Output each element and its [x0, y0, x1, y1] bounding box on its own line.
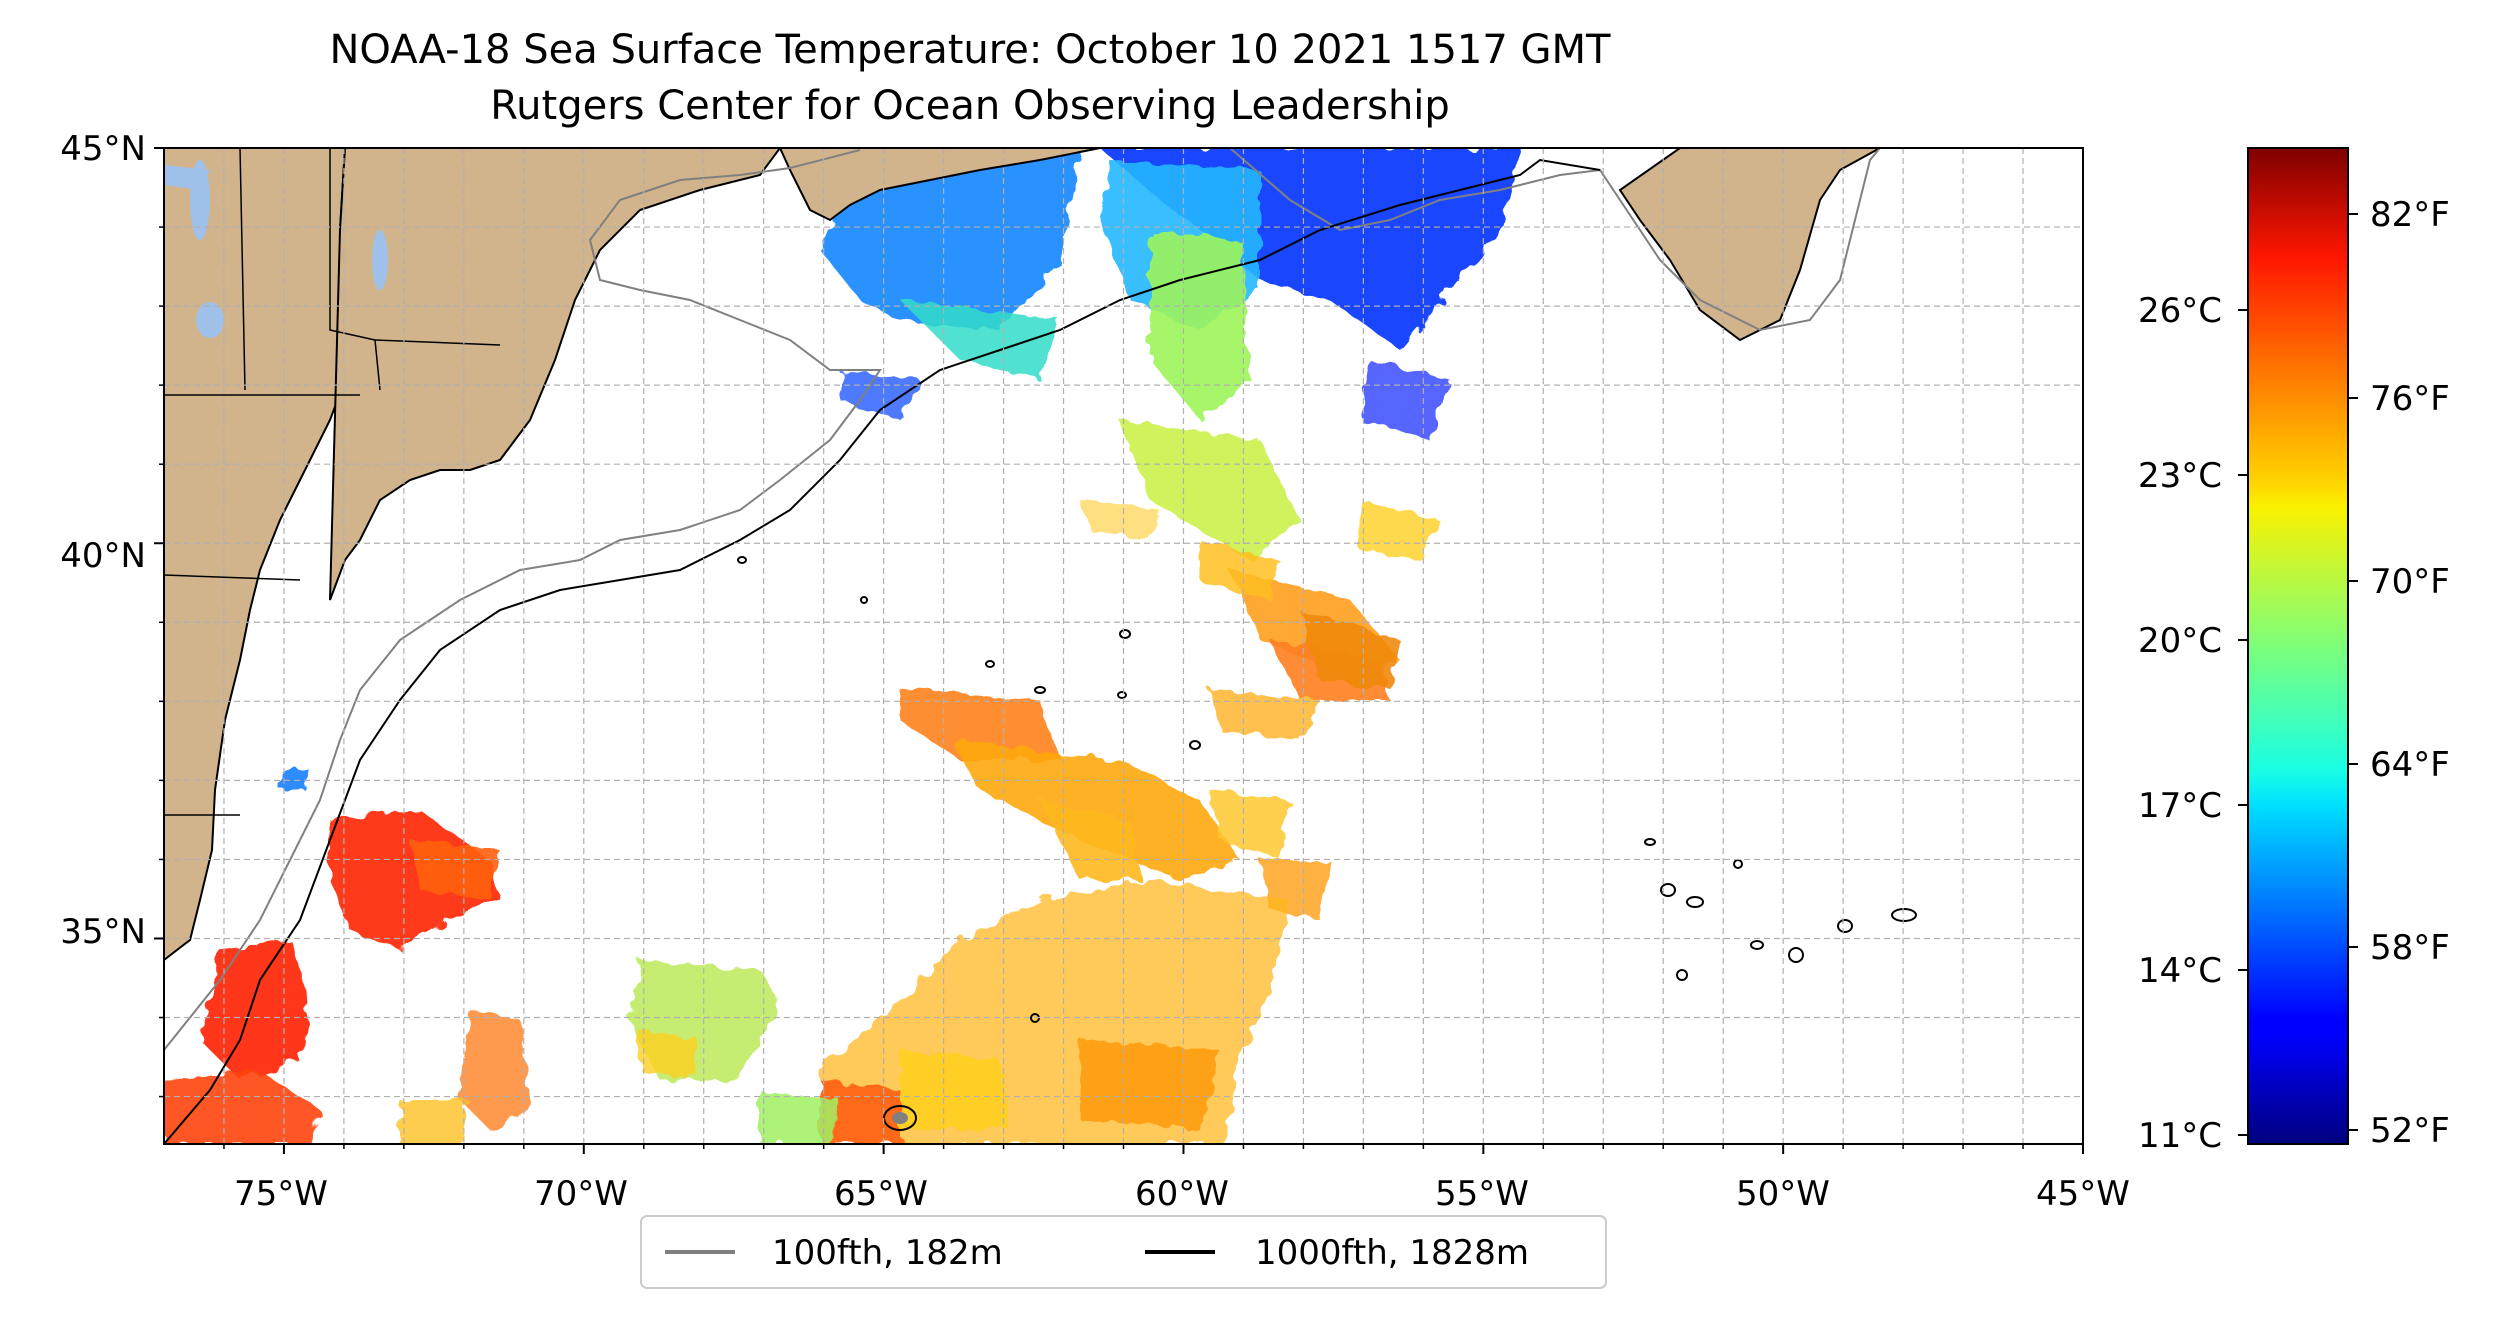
colorbar-fahrenheit-label: 58°F	[2370, 928, 2450, 968]
island-marker	[737, 556, 747, 564]
colorbar: 26°C 23°C 20°C 17°C 14°C 11°C 82°F 76°F …	[2138, 147, 2450, 1156]
legend-label-1000fth: 1000fth, 1828m	[1255, 1233, 1529, 1273]
sst-data-layer	[164, 148, 1520, 1144]
sst-patch	[640, 1030, 700, 1080]
sst-patch	[900, 1050, 1010, 1130]
legend-box	[640, 1215, 1607, 1289]
lake	[164, 165, 210, 190]
colorbar-gradient	[2247, 147, 2349, 1145]
axis-ticks	[154, 147, 2084, 1154]
lake	[196, 302, 224, 338]
colorbar-fahrenheit-label: 70°F	[2370, 562, 2450, 602]
lon-tick-label: 55°W	[1435, 1174, 1529, 1214]
sst-patch	[400, 1100, 470, 1144]
sst-patch	[760, 1090, 840, 1144]
island-marker	[1788, 947, 1804, 963]
sst-patch	[200, 940, 310, 1080]
lat-tick-label: 40°N	[60, 536, 146, 576]
land-nova-scotia	[778, 148, 1101, 222]
sst-patch	[410, 840, 500, 900]
sst-patch	[950, 740, 1240, 880]
island-marker	[1034, 686, 1046, 694]
contour-100fth	[164, 149, 882, 1051]
sst-patch	[1360, 360, 1450, 440]
island-marker	[1117, 691, 1127, 699]
colorbar-celsius-label: 17°C	[2138, 786, 2222, 826]
colorbar-celsius-label: 11°C	[2138, 1116, 2222, 1156]
land	[164, 148, 1881, 962]
island-marker	[985, 660, 995, 668]
sst-patch	[330, 810, 500, 950]
island-marker	[1644, 838, 1656, 846]
sst-patch	[1360, 500, 1440, 560]
bermuda-platform	[892, 1112, 908, 1124]
contour-100fth	[1229, 148, 1881, 332]
contour-1000fth	[164, 158, 1601, 1144]
sst-patch	[820, 148, 1080, 330]
sst-patch	[900, 300, 1060, 380]
sst-patch	[900, 690, 1060, 760]
island-marker	[1686, 896, 1704, 908]
lon-tick-label: 65°W	[834, 1174, 928, 1214]
map-title: NOAA-18 Sea Surface Temperature: October…	[329, 27, 1611, 73]
legend-label-100fth: 100fth, 182m	[772, 1233, 1003, 1273]
sst-patch	[1300, 610, 1400, 690]
sst-patch	[1120, 420, 1300, 560]
sst-patch	[1210, 790, 1290, 860]
colorbar-fahrenheit-label: 52°F	[2370, 1111, 2450, 1151]
lon-tick-label: 45°W	[2036, 1174, 2130, 1214]
lon-tick-label: 70°W	[534, 1174, 628, 1214]
colorbar-celsius-label: 14°C	[2138, 951, 2222, 991]
lake	[372, 230, 388, 290]
colorbar-fahrenheit-label: 76°F	[2370, 379, 2450, 419]
sst-patch	[1200, 540, 1280, 600]
state-border	[374, 339, 501, 346]
sst-patch	[820, 1080, 900, 1144]
lon-tick-labels: 75°W 70°W 65°W 60°W 55°W 50°W 45°W	[234, 1174, 2130, 1214]
sst-patch	[1150, 230, 1250, 420]
state-border	[164, 574, 301, 581]
state-border	[329, 148, 381, 391]
lat-tick-label: 45°N	[60, 129, 146, 169]
island-marker	[1676, 969, 1688, 981]
colorbar-celsius-label: 20°C	[2138, 621, 2222, 661]
island-marker	[1891, 908, 1917, 922]
island-marker	[1750, 940, 1764, 950]
gridlines	[164, 148, 2083, 1144]
sst-patch	[460, 1010, 530, 1130]
islands	[737, 556, 1917, 1131]
sst-patch	[1210, 690, 1320, 740]
island-marker	[1837, 919, 1853, 933]
island-marker	[860, 596, 868, 604]
state-border	[239, 148, 246, 391]
island-marker	[1119, 629, 1131, 639]
map-subtitle: Rutgers Center for Ocean Observing Leade…	[490, 83, 1450, 129]
lon-tick-label: 60°W	[1135, 1174, 1229, 1214]
sst-patch	[1080, 500, 1160, 540]
lon-tick-label: 75°W	[234, 1174, 328, 1214]
colorbar-celsius-label: 26°C	[2138, 291, 2222, 331]
sst-patch	[840, 370, 920, 420]
colorbar-fahrenheit-label: 64°F	[2370, 745, 2450, 785]
island-marker	[1660, 883, 1676, 897]
colorbar-celsius-label: 23°C	[2138, 456, 2222, 496]
lon-tick-label: 50°W	[1736, 1174, 1830, 1214]
lat-tick-label: 35°N	[60, 912, 146, 952]
colorbar-ticks	[2238, 213, 2358, 1136]
sst-patch	[164, 1070, 320, 1144]
sst-patch	[1080, 1040, 1220, 1130]
lat-tick-labels: 35°N 40°N 45°N	[60, 129, 146, 952]
legend: 100fth, 182m 1000fth, 1828m	[640, 1215, 1607, 1289]
land-new-england	[329, 148, 782, 601]
island-marker	[1189, 740, 1201, 750]
colorbar-fahrenheit-label: 82°F	[2370, 195, 2450, 235]
